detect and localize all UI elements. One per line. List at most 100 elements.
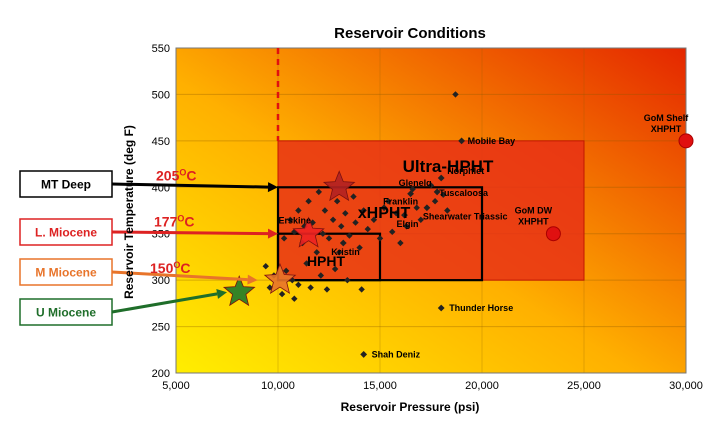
zone-boxes (276, 186, 484, 282)
data-point-32 (413, 204, 420, 211)
data-point-43 (317, 272, 325, 279)
temp-label-150: 150OC (150, 260, 191, 276)
data-point-10 (319, 230, 327, 237)
arrow-l-miocene (111, 230, 269, 236)
data-point-33 (417, 216, 424, 223)
target-gom-shelf-xhpht (678, 133, 694, 149)
y-tick-300: 300 (152, 275, 170, 287)
target-gom-dw-xhpht (545, 226, 561, 242)
field-point-elgin (401, 211, 408, 219)
data-point-36 (440, 191, 447, 198)
data-point-12 (325, 235, 333, 242)
data-point-4 (295, 207, 302, 214)
box-label-u-miocene: U Miocene (36, 306, 96, 320)
zone-label-xhpht: xHPHT (358, 205, 411, 222)
ultra-hpht-zone (277, 140, 585, 281)
field-label-kristin: Kristin (331, 247, 360, 257)
box-l-miocene (19, 218, 113, 246)
data-point-35 (431, 198, 439, 205)
data-point-49 (262, 263, 269, 270)
x-tick-15000: 15,000 (363, 380, 397, 392)
data-point-24 (370, 216, 378, 223)
x-tick-10000: 10,000 (261, 380, 295, 392)
data-point-11 (321, 207, 329, 214)
x-tick-5000: 5,000 (162, 380, 190, 392)
field-label-shearwater-triassic: Shearwater Triassic (423, 212, 508, 222)
data-point-47 (358, 286, 365, 293)
target-label-gom-dw-xhpht: GoM DW XHPHT (515, 206, 553, 227)
data-point-40 (295, 281, 302, 288)
data-point-2 (287, 216, 294, 223)
play-stars (222, 170, 356, 307)
field-label-mobile-bay: Mobile Bay (468, 136, 516, 146)
field-label-glenelg: Glenelg (399, 178, 432, 188)
zone-label-hpht: HPHT (307, 253, 346, 269)
y-axis-title: Reservoir Temperature (deg F) (122, 125, 136, 299)
field-point-mobile-bay (458, 137, 465, 145)
field-point-tuscaloosa (433, 188, 441, 196)
box-label-l-miocene: L. Miocene (35, 226, 97, 240)
data-point-21 (356, 244, 363, 251)
data-point-18 (346, 232, 353, 239)
temp-label-205: 205OC (156, 167, 197, 183)
field-label-thunder-horse: Thunder Horse (449, 303, 513, 313)
box-m-miocene (19, 258, 113, 286)
arrow-mt-deep (111, 182, 269, 189)
ultra-targets: GoM Shelf XHPHT GoM DW XHPHT (515, 113, 694, 242)
field-points (262, 91, 465, 358)
data-point-6 (305, 198, 312, 205)
box-u-miocene (19, 298, 113, 326)
field-label-erskine: Erskine (279, 215, 312, 225)
y-tick-500: 500 (152, 89, 170, 101)
arrow-u-miocene (111, 292, 218, 314)
data-point-17 (342, 210, 349, 217)
field-point-thunder-horse (437, 304, 445, 312)
x-tick-20000: 20,000 (465, 380, 499, 392)
data-point-14 (333, 198, 341, 205)
target-label-gom-shelf-xhpht: GoM Shelf XHPHT (644, 113, 690, 134)
data-point-41 (303, 260, 310, 267)
field-point-franklin (380, 204, 388, 212)
play-boxes: MT Deep L. Miocene M Miocene U Miocene (19, 170, 113, 326)
temp-label-177: 177OC (154, 214, 195, 230)
chart-title: Reservoir Conditions (334, 25, 486, 42)
field-label-elgin: Elgin (396, 219, 418, 229)
data-point-27 (389, 228, 396, 236)
zone-xhpht-outline (276, 186, 484, 282)
data-point-23 (364, 225, 371, 233)
box-label-m-miocene: M Miocene (35, 266, 97, 280)
y-tick-550: 550 (152, 43, 170, 55)
y-tick-350: 350 (152, 229, 170, 241)
temperature-labels: 205OC 177OC 150OC (150, 167, 197, 276)
data-point-45 (331, 265, 339, 273)
star-u-miocene (222, 275, 256, 307)
data-point-29 (397, 239, 404, 247)
field-label-norphlet: Norphlet (447, 166, 484, 176)
arrow-m-miocene (111, 270, 248, 282)
data-point-28 (393, 210, 400, 217)
box-label-mt-deep: MT Deep (41, 178, 91, 192)
field-point-norphlet (437, 174, 445, 182)
data-point-44 (323, 286, 331, 293)
field-label-shah-deniz: Shah Deniz (372, 349, 421, 359)
data-point-16 (338, 223, 345, 230)
data-point-26 (384, 198, 392, 205)
data-point-30 (403, 223, 410, 230)
x-tick-30000: 30,000 (669, 380, 703, 392)
data-point-31 (409, 185, 416, 193)
y-tick-200: 200 (152, 368, 170, 380)
data-point-37 (444, 207, 451, 214)
x-axis-title: Reservoir Pressure (psi) (341, 400, 480, 414)
y-tick-250: 250 (152, 322, 170, 334)
field-point-shah-deniz (360, 351, 368, 358)
arrowhead-mt-deep (267, 182, 278, 193)
data-point-51 (278, 290, 286, 298)
data-point-8 (313, 249, 320, 256)
field-point-shearwater-triassic (423, 204, 431, 212)
field-label-tuscaloosa: Tuscaloosa (439, 188, 489, 198)
data-point-1 (280, 235, 288, 242)
data-point-19 (350, 193, 357, 200)
data-point-34 (427, 182, 435, 189)
